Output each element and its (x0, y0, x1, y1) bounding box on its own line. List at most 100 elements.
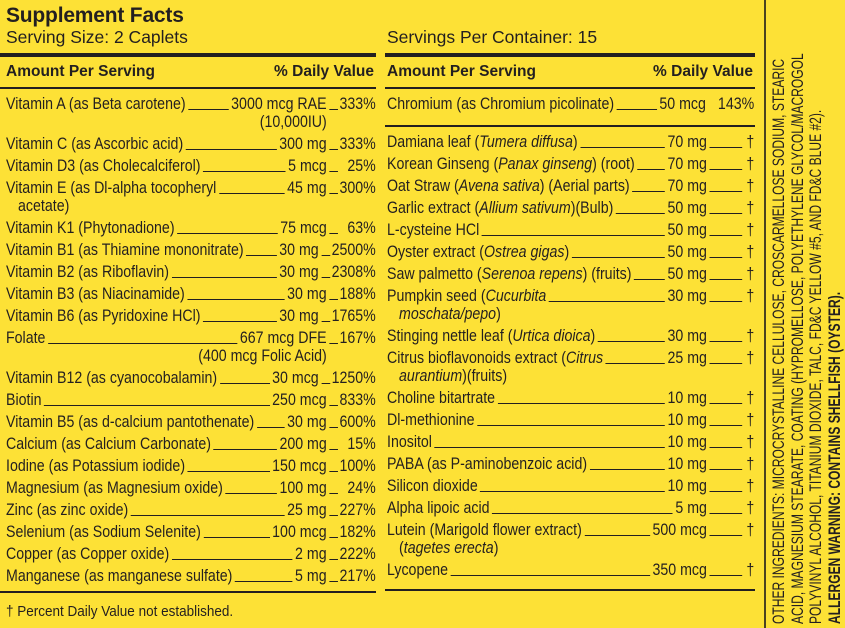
name-text: Lutein (Marigold flower extract) (387, 521, 582, 539)
nutrient-name: Vitamin E (as Dl-alpha tocopheryl (6, 178, 216, 198)
name-text: Oyster extract ( (387, 243, 484, 261)
name-text: Folate (6, 329, 46, 347)
leader-line (203, 537, 270, 538)
nutrient-amount: 150 mcg (272, 457, 327, 475)
nutrient-row: PABA (as P-aminobenzoic acid) 10 mg † (387, 454, 754, 476)
name-text: Choline bitartrate (387, 389, 496, 407)
leader-line (709, 257, 743, 258)
nutrient-amount: 75 mcg (280, 219, 327, 237)
daily-value: † (746, 221, 755, 239)
nutrient-name: Biotin (6, 390, 42, 410)
nutrient-amount: 3000 mcg RAE (231, 95, 327, 113)
nutrient-row: L-cysteine HCl 50 mg † (387, 220, 754, 242)
nutrient-row: Vitamin C (as Ascorbic acid) 300 mg 333% (6, 134, 376, 156)
daily-value: 63% (347, 219, 376, 237)
leader-line (589, 469, 665, 470)
name-suffix: ) (572, 133, 578, 151)
name-italic: Avena sativa (458, 177, 540, 195)
panel-title: Supplement Facts (6, 4, 184, 27)
leader-line (709, 341, 743, 342)
other-ingredients-panel: OTHER INGREDIENTS: MICROCRYSTALLINE CELL… (770, 4, 845, 624)
name-italic: Allium sativum (479, 199, 571, 217)
daily-value: 600% (339, 413, 376, 431)
nutrient-amount: 10 mg (667, 477, 707, 495)
nutrient-amount: 30 mg (279, 263, 319, 281)
nutrient-amount: 25 mg (667, 349, 707, 367)
nutrient-amount: 100 mcg (272, 523, 327, 541)
nutrient-name: Choline bitartrate (387, 388, 495, 408)
leader-line (44, 405, 270, 406)
nutrient-name: Oat Straw (Avena sativa) (Aerial parts) (387, 176, 630, 196)
daily-value: 100% (339, 457, 376, 475)
nutrient-name: Vitamin D3 (as Cholecalciferol) (6, 156, 201, 176)
serving-size: Serving Size: 2 Caplets (6, 27, 188, 47)
vitamins-list: Vitamin A (as Beta carotene) 3000 mcg RAE… (6, 94, 376, 588)
side-divider (764, 0, 766, 628)
leader-line (171, 277, 277, 278)
name-text: Chromium (as Chromium picolinate) (387, 95, 615, 113)
nutrient-row: Biotin 250 mcg 833% (6, 390, 376, 412)
name-text: Vitamin A (as Beta carotene) (6, 95, 186, 113)
nutrient-row: Magnesium (as Magnesium oxide) 100 mg 24% (6, 478, 376, 500)
row-subtext: moschata/pepo) (387, 304, 754, 324)
leader-line (188, 109, 229, 110)
daily-value: † (746, 133, 755, 151)
nutrient-row: Vitamin B5 (as d-calcium pantothenate) 30… (6, 412, 376, 434)
subtext-italic: tagetes erecta (403, 539, 494, 557)
leader-line (709, 403, 743, 404)
name-text: Silicon dioxide (387, 477, 478, 495)
nutrient-name: Lycopene (387, 560, 448, 580)
leader-line (329, 493, 338, 494)
nutrient-amount: 350 mcg (652, 561, 707, 579)
name-italic: Panax ginseng (498, 155, 593, 173)
name-text: PABA (as P-aminobenzoic acid) (387, 455, 588, 473)
nutrient-row: Stinging nettle leaf (Urtica dioica) 30 m… (387, 326, 754, 348)
nutrient-name: Vitamin B5 (as d-calcium pantothenate) (6, 412, 254, 432)
leader-line (480, 491, 665, 492)
name-text: Vitamin B2 (as Riboflavin) (6, 263, 169, 281)
daily-value: 24% (347, 479, 376, 497)
daily-value: 333% (339, 135, 376, 153)
name-text: L-cysteine HCl (387, 221, 480, 239)
name-italic: Urtica dioica (512, 327, 591, 345)
leader-line (177, 233, 278, 234)
nutrient-name: Iodine (as Potassium iodide) (6, 456, 185, 476)
nutrient-name: Alpha lipoic acid (387, 498, 490, 518)
nutrient-amount: 5 mcg (288, 157, 327, 175)
leader-line (329, 233, 338, 234)
nutrient-name: Silicon dioxide (387, 476, 478, 496)
nutrient-amount: 100 mg (279, 479, 327, 497)
leader-line (329, 343, 338, 344)
name-italic: Citrus (566, 349, 604, 367)
nutrient-amount: 500 mcg (652, 521, 707, 539)
leader-line (219, 383, 270, 384)
leader-line (634, 279, 665, 280)
nutrient-name: Selenium (as Sodium Selenite) (6, 522, 201, 542)
leader-line (616, 109, 657, 110)
leader-line (329, 559, 338, 560)
leader-line (605, 363, 665, 364)
leader-line (709, 535, 743, 536)
leader-line (434, 447, 665, 448)
leader-line (246, 255, 277, 256)
nutrient-name: Vitamin B12 (as cyanocobalamin) (6, 368, 217, 388)
name-text: Iodine (as Potassium iodide) (6, 457, 186, 475)
nutrient-row: Vitamin K1 (Phytonadione) 75 mcg 63% (6, 218, 376, 240)
name-italic: Cucurbita (485, 287, 547, 305)
leader-line (329, 299, 338, 300)
leader-line (709, 191, 743, 192)
row-subtext: (400 mcg Folic Acid) (198, 347, 327, 365)
other-ingredients-line: ACID, MAGNESIUM STEARATE, COATING (HYPRO… (788, 53, 807, 624)
nutrient-row: Vitamin B12 (as cyanocobalamin) 30 mcg 125… (6, 368, 376, 390)
name-suffix: ) (root) (592, 155, 635, 173)
subtext-italic: aurantium (399, 367, 463, 385)
leader-line (329, 537, 338, 538)
nutrient-amount: 30 mg (667, 287, 707, 305)
leader-line (571, 257, 665, 258)
daily-value: † (746, 287, 755, 305)
nutrient-row: Saw palmetto (Serenoa repens) (fruits) 50… (387, 264, 754, 286)
name-text: Saw palmetto ( (387, 265, 482, 283)
daily-value: † (746, 177, 755, 195)
row-subtext: (tagetes erecta) (387, 538, 754, 558)
name-text: Vitamin C (as Ascorbic acid) (6, 135, 184, 153)
